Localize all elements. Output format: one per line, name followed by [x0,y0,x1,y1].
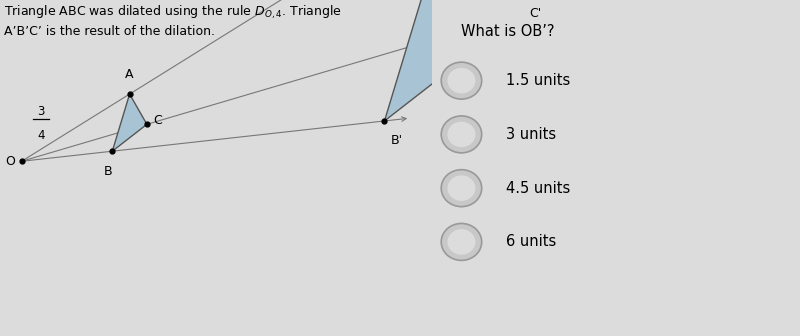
Text: 1.5 units: 1.5 units [506,73,570,88]
Circle shape [442,223,482,260]
Text: B': B' [391,134,403,148]
Text: 4: 4 [38,129,45,142]
Text: 3: 3 [38,105,45,118]
Text: Triangle ABC was dilated using the rule $D_{O,4}$. Triangle
A’B’C’ is the result: Triangle ABC was dilated using the rule … [4,3,342,38]
Circle shape [442,170,482,207]
Text: What is OB’?: What is OB’? [462,24,555,39]
Text: 3 units: 3 units [506,127,556,142]
Circle shape [442,62,482,99]
Circle shape [442,116,482,153]
Polygon shape [112,94,147,151]
Circle shape [447,122,475,147]
Text: 4.5 units: 4.5 units [506,181,570,196]
Text: C: C [154,115,162,127]
Text: 6 units: 6 units [506,235,556,249]
Text: A: A [126,68,134,81]
Text: O: O [6,155,15,168]
Circle shape [447,229,475,255]
Text: B: B [104,165,112,178]
Circle shape [447,175,475,201]
Text: C': C' [530,7,542,20]
Polygon shape [385,0,522,121]
Circle shape [447,68,475,93]
